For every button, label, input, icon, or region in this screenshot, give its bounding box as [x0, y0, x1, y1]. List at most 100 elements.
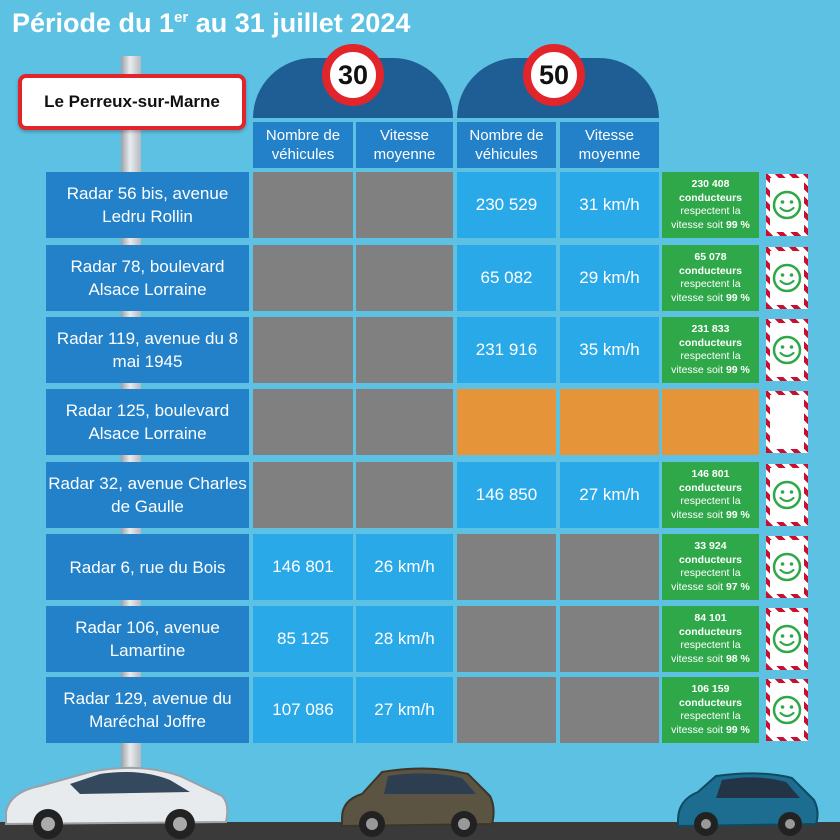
compliance-percent: 99 %	[725, 291, 750, 304]
compliance-summary: 65 078 conducteurs respectent la vitesse so…	[662, 245, 759, 311]
smiley-face-icon	[772, 695, 802, 725]
compliant-text: vitesse soit	[671, 580, 724, 593]
empty-cell	[356, 245, 453, 311]
col-header-count-30: Nombre de véhicules	[253, 122, 353, 168]
radar-display-sign	[766, 174, 808, 236]
empty-cell	[560, 389, 659, 455]
compliant-text: vitesse soit	[671, 652, 724, 665]
smiley-face-icon	[772, 552, 802, 582]
radar-label: Radar 129, avenue du Maréchal Joffre	[46, 677, 249, 743]
compliant-count: 146 801	[691, 468, 730, 480]
empty-cell	[356, 462, 453, 528]
average-speed: 35 km/h	[560, 317, 659, 383]
compliance-summary: 231 833 conducteurs respectent la vitesse s…	[662, 317, 759, 383]
radar-display-sign	[766, 536, 808, 598]
car-left-icon	[5, 766, 229, 839]
speed-limit-50-sign: 50	[523, 44, 585, 106]
compliance-summary: 84 101 conducteurs respectent la vitesse so…	[662, 606, 759, 672]
average-speed: 31 km/h	[560, 172, 659, 238]
compliance-percent: 99 %	[725, 723, 750, 736]
radar-display-sign	[766, 247, 808, 309]
radar-display-sign	[766, 608, 808, 670]
compliant-label: conducteurs	[678, 553, 742, 566]
empty-cell	[356, 317, 453, 383]
radar-label: Radar 6, rue du Bois	[46, 534, 249, 600]
city-name: Le Perreux-sur-Marne	[44, 92, 220, 111]
compliant-label: conducteurs	[678, 481, 742, 494]
compliance-summary: 230 408 conducteurs respectent la vitesse s…	[662, 172, 759, 238]
smiley-face-icon	[772, 190, 802, 220]
average-speed: 29 km/h	[560, 245, 659, 311]
vehicle-count: 107 086	[253, 677, 353, 743]
page-title: Période du 1er au 31 juillet 2024	[12, 8, 411, 38]
vehicle-count: 146 801	[253, 534, 353, 600]
empty-cell	[560, 606, 659, 672]
compliant-text: respectent la	[680, 710, 741, 722]
average-speed: 27 km/h	[560, 462, 659, 528]
car-right-icon	[677, 772, 819, 836]
empty-cell	[560, 534, 659, 600]
col-header-speed-30: Vitesse moyenne	[356, 122, 453, 168]
empty-cell	[253, 245, 353, 311]
empty-cell	[253, 317, 353, 383]
radar-display-sign	[766, 464, 808, 526]
compliant-label: conducteurs	[678, 336, 742, 349]
vehicle-count: 65 082	[457, 245, 556, 311]
average-speed: 26 km/h	[356, 534, 453, 600]
smiley-face-icon	[772, 480, 802, 510]
compliant-text: respectent la	[680, 278, 741, 290]
col-header-count-50: Nombre de véhicules	[457, 122, 556, 168]
empty-cell	[253, 462, 353, 528]
radar-label: Radar 32, avenue Charles de Gaulle	[46, 462, 249, 528]
radar-label: Radar 56 bis, avenue Ledru Rollin	[46, 172, 249, 238]
empty-cell	[356, 172, 453, 238]
compliant-label: conducteurs	[678, 625, 742, 638]
compliant-text: vitesse soit	[671, 218, 724, 231]
compliant-text: vitesse soit	[671, 723, 724, 736]
vehicle-count: 85 125	[253, 606, 353, 672]
empty-cell	[457, 534, 556, 600]
compliant-count: 33 924	[694, 540, 727, 552]
compliance-summary: 33 924 conducteurs respectent la vitesse so…	[662, 534, 759, 600]
compliant-text: respectent la	[680, 567, 741, 579]
car-middle-icon	[341, 767, 495, 837]
radar-display-sign	[766, 319, 808, 381]
speed-limit-30-sign: 30	[322, 44, 384, 106]
average-speed: 28 km/h	[356, 606, 453, 672]
compliant-label: conducteurs	[678, 191, 742, 204]
smiley-face-icon	[772, 263, 802, 293]
compliant-text: respectent la	[680, 495, 741, 507]
vehicle-count: 231 916	[457, 317, 556, 383]
smiley-face-icon	[772, 335, 802, 365]
empty-cell	[457, 389, 556, 455]
compliance-percent: 99 %	[725, 363, 750, 376]
empty-cell	[253, 172, 353, 238]
compliant-text: vitesse soit	[671, 508, 724, 521]
compliance-summary: 146 801 conducteurs respectent la vitesse s…	[662, 462, 759, 528]
radar-label: Radar 119, avenue du 8 mai 1945	[46, 317, 249, 383]
compliant-text: respectent la	[680, 639, 741, 651]
compliant-text: respectent la	[680, 205, 741, 217]
radar-label: Radar 106, avenue Lamartine	[46, 606, 249, 672]
compliant-text: vitesse soit	[671, 363, 724, 376]
compliance-percent: 97 %	[725, 580, 750, 593]
compliant-label: conducteurs	[678, 696, 742, 709]
compliant-count: 106 159	[691, 683, 730, 695]
average-speed: 27 km/h	[356, 677, 453, 743]
compliance-percent: 98 %	[725, 652, 750, 665]
city-sign: Le Perreux-sur-Marne	[18, 74, 246, 130]
compliant-count: 65 078	[694, 251, 727, 263]
empty-cell	[253, 389, 353, 455]
empty-cell	[457, 677, 556, 743]
radar-display-sign	[766, 391, 808, 453]
compliance-summary	[662, 389, 759, 455]
radar-label: Radar 78, boulevard Alsace Lorraine	[46, 245, 249, 311]
empty-cell	[356, 389, 453, 455]
compliant-text: respectent la	[680, 350, 741, 362]
compliant-count: 84 101	[694, 612, 727, 624]
empty-cell	[457, 606, 556, 672]
col-header-speed-50: Vitesse moyenne	[560, 122, 659, 168]
compliant-count: 230 408	[691, 178, 730, 190]
compliance-summary: 106 159 conducteurs respectent la vitesse s…	[662, 677, 759, 743]
radar-display-sign	[766, 679, 808, 741]
